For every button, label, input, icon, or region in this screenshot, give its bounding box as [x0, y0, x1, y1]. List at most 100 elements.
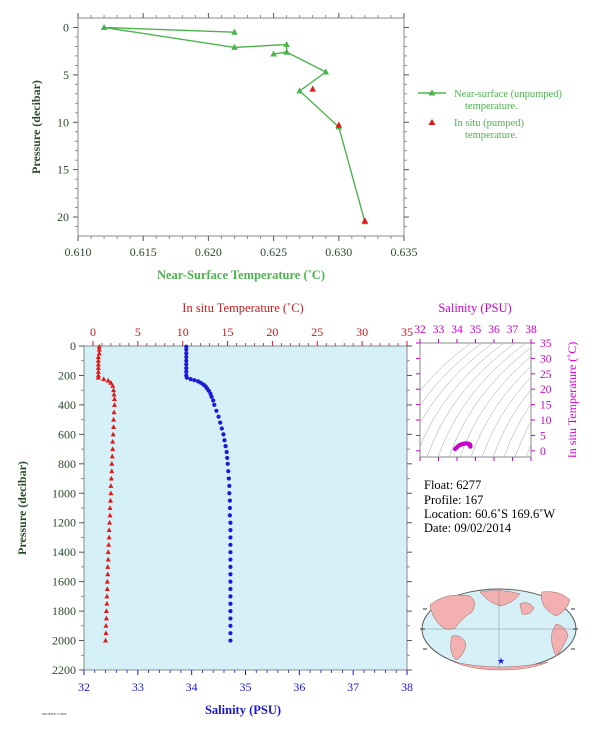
unpumped-temperature-point — [100, 23, 108, 30]
temperature-point — [103, 630, 109, 636]
temperature-point — [107, 519, 113, 525]
temperature-tick-label: 35 — [401, 325, 413, 339]
unpumped-temperature-point — [283, 40, 290, 48]
salinity-point — [184, 369, 189, 374]
pressure-axis-ticks: 0 200 400 600 800 1000 1200 1400 1600 1800 2000 220… — [52, 339, 412, 677]
density-contour — [420, 343, 483, 407]
top-x-tick-label: 0.610 — [65, 245, 92, 259]
ts-salinity-tick-label: 37 — [507, 324, 519, 336]
unpumped-temperature-point — [283, 48, 290, 55]
temperature-point — [111, 391, 117, 397]
ts-temperature-tick-label: 5 — [540, 430, 546, 442]
salinity-point — [184, 351, 189, 356]
salinity-point — [188, 377, 193, 382]
temperature-point — [111, 409, 117, 415]
temperature-point — [111, 416, 117, 422]
pressure-tick-label: 2200 — [52, 663, 76, 677]
temperature-point — [105, 556, 111, 562]
pumped-temperature-point — [361, 217, 369, 224]
salinity-point — [227, 483, 232, 489]
temperature-point — [101, 376, 107, 382]
temperature-point — [105, 564, 111, 569]
temperature-point — [104, 593, 110, 599]
salinity-axis-title: Salinity (PSU) — [205, 703, 281, 717]
temperature-point — [105, 549, 111, 555]
temperature-point — [104, 600, 110, 606]
salinity-point — [184, 362, 189, 367]
temperature-tick-label: 20 — [266, 325, 278, 339]
salinity-point — [226, 469, 231, 474]
density-contour — [420, 343, 505, 448]
salinity-point — [225, 455, 230, 461]
top-y-tick-label: 0 — [63, 20, 69, 34]
salinity-point — [228, 601, 233, 606]
ts-point — [468, 444, 473, 449]
temperature-point — [107, 505, 113, 510]
legend-label-unpumped-line-1: Near-surface (unpumped) — [454, 89, 562, 100]
salinity-point — [228, 579, 233, 584]
salinity-point — [214, 408, 219, 413]
temperature-point — [108, 483, 114, 488]
ts-temperature-tick-label: 15 — [540, 400, 552, 412]
salinity-point — [228, 638, 233, 643]
temperature-tick-label: 15 — [222, 325, 234, 339]
salinity-point — [184, 365, 189, 371]
salinity-point — [228, 557, 233, 562]
unpumped-temperature-point — [322, 68, 329, 75]
map-graticule — [422, 589, 576, 669]
temperature-point — [109, 453, 115, 459]
temperature-point — [103, 623, 109, 628]
float-id: Float: 6277 — [424, 478, 481, 492]
top-chart-y-ticks: 0 5 10 15 20 — [57, 20, 409, 227]
pressure-tick-label: 1000 — [52, 486, 76, 500]
ts-plot-area — [419, 342, 532, 458]
pressure-tick-label: 1600 — [52, 575, 76, 589]
top-y-tick-label: 20 — [57, 210, 69, 224]
temperature-point — [95, 361, 101, 367]
top-x-tick-label: 0.635 — [391, 245, 418, 259]
salinity-point — [227, 505, 232, 511]
ts-salinity-tick-label: 32 — [414, 324, 426, 336]
temperature-point — [103, 615, 109, 621]
temperature-point — [106, 527, 112, 533]
profile-chart: 0 5 10 15 20 25 30 35 32 33 34 35 36 37 38 0 200 400 600… — [15, 301, 413, 717]
salinity-point — [184, 344, 189, 349]
pressure-tick-label: 1200 — [52, 516, 76, 530]
salinity-point — [228, 586, 233, 592]
profile-location: Location: 60.6˚S 169.6˚W — [424, 507, 555, 521]
ts-temperature-tick-label: 10 — [540, 415, 552, 427]
salinity-point — [224, 449, 229, 455]
temperature-point — [96, 350, 102, 356]
salinity-tick-label: 38 — [401, 680, 413, 694]
density-contour — [514, 421, 531, 457]
salinity-point — [209, 394, 214, 399]
pressure-tick-label: 200 — [58, 368, 76, 382]
pressure-tick-label: 1400 — [52, 545, 76, 559]
pumped-temperature-point — [309, 85, 316, 92]
salinity-tick-label: 35 — [240, 680, 252, 694]
salinity-point — [228, 535, 233, 540]
legend-label-unpumped: Near-surface (unpumped) temperature. — [454, 89, 565, 112]
top-y-tick-label: 10 — [57, 115, 69, 129]
salinity-point — [228, 527, 233, 533]
top-chart-plot-area — [77, 17, 405, 237]
temperature-point — [103, 608, 109, 614]
salinity-point — [228, 564, 233, 570]
ts-temperature-tick-label: 0 — [540, 446, 546, 458]
salinity-point — [228, 550, 233, 555]
salinity-tick-label: 37 — [347, 680, 359, 694]
salinity-point — [228, 623, 233, 628]
temperature-point — [110, 438, 116, 444]
temperature-tick-label: 5 — [135, 325, 141, 339]
salinity-point — [184, 375, 189, 380]
salinity-point — [228, 572, 233, 577]
top-y-tick-label: 15 — [57, 163, 69, 177]
ts-salinity-ticks: 32 33 34 35 36 37 38 — [414, 324, 537, 461]
salinity-point — [184, 347, 189, 352]
density-contour — [448, 347, 531, 457]
density-contour — [426, 343, 516, 457]
salinity-point — [184, 354, 189, 360]
salinity-point — [212, 402, 217, 408]
temperature-point — [103, 637, 109, 643]
salinity-point — [228, 542, 233, 547]
